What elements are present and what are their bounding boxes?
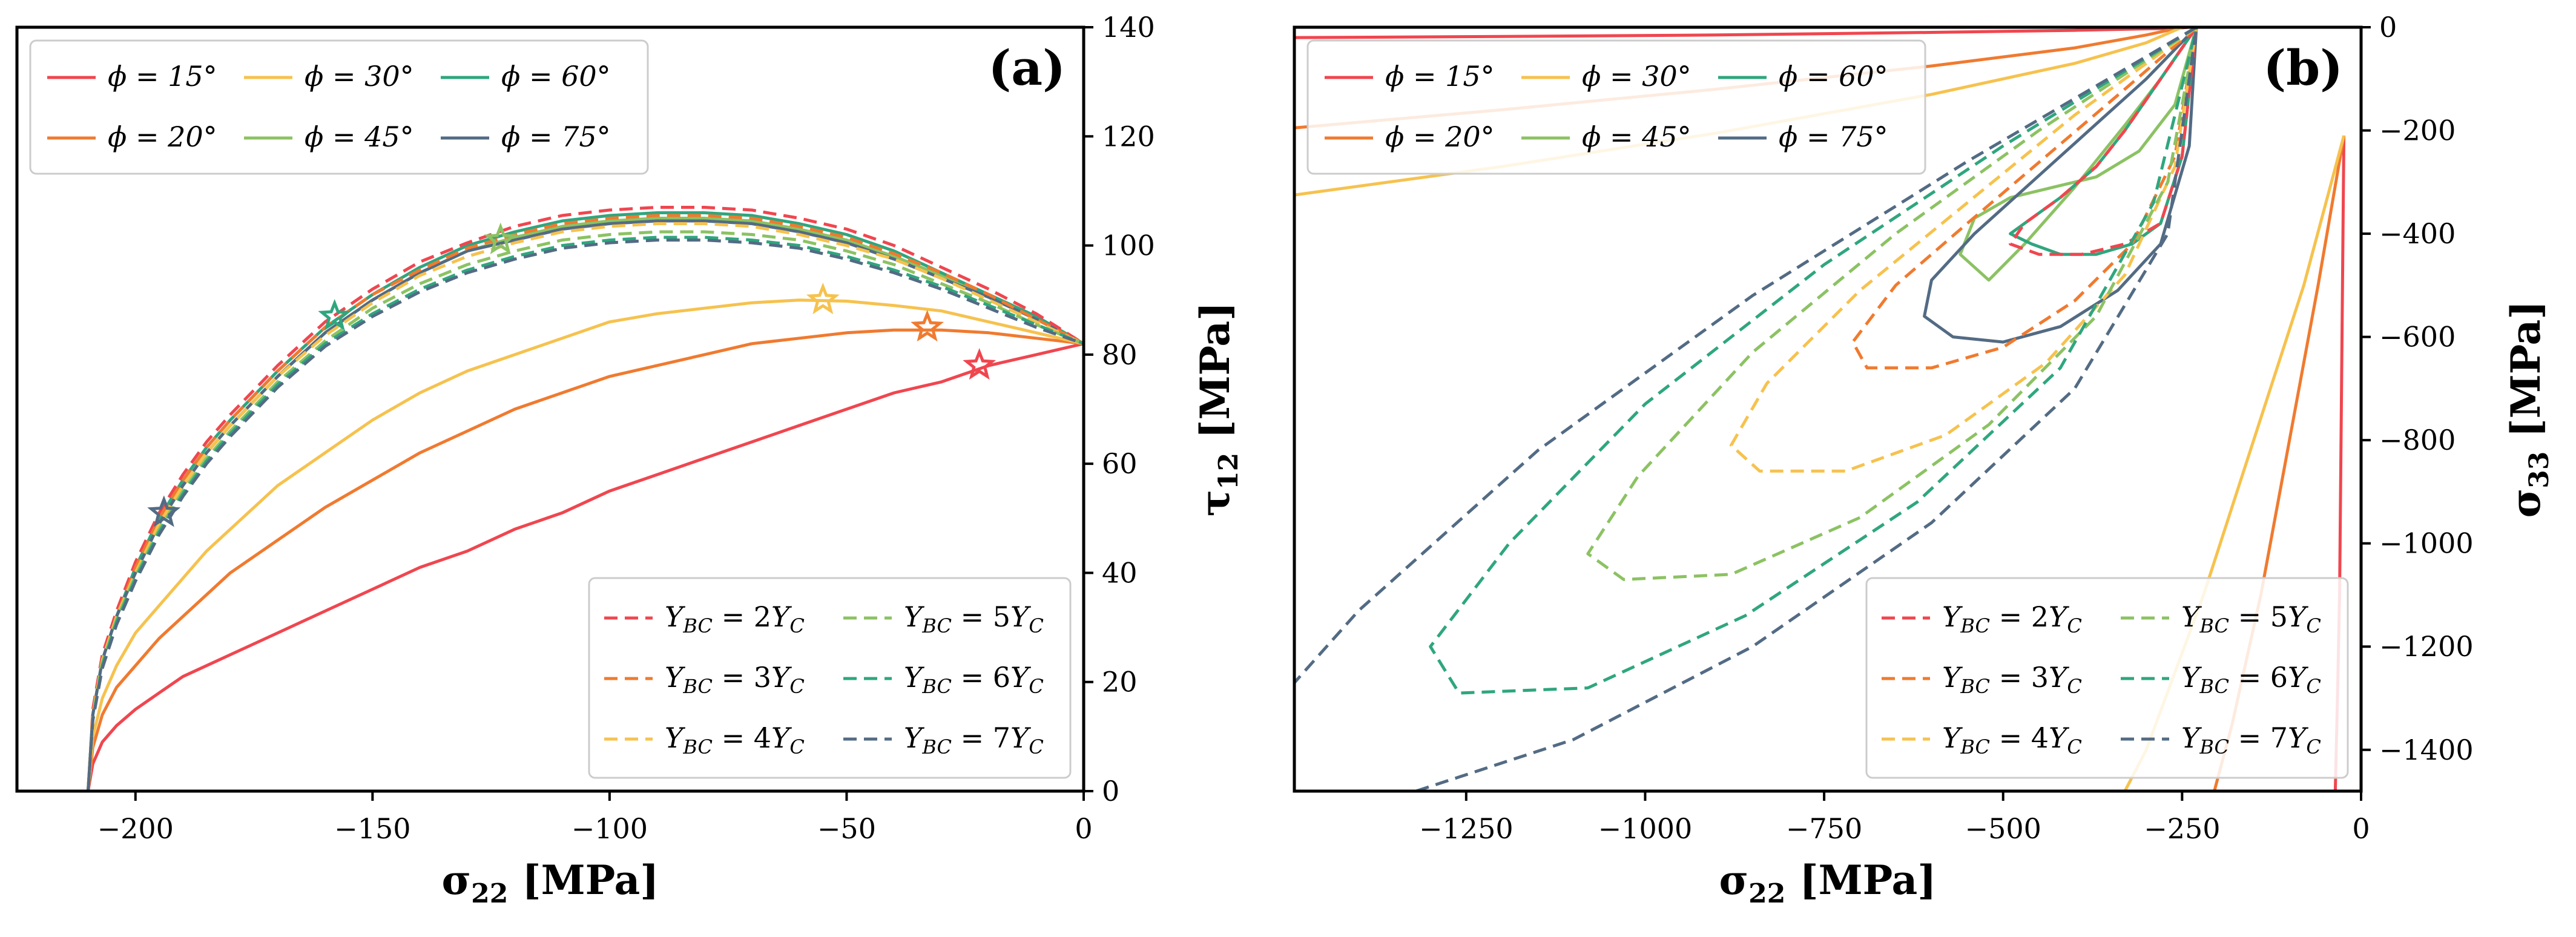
y-tick-label: 0 bbox=[2379, 11, 2397, 44]
panel-label: (a) bbox=[988, 39, 1066, 96]
legend-dashed-label: YBC​ = 6YC​ bbox=[904, 661, 1044, 698]
series-line-solid-c30-2 bbox=[87, 298, 1084, 791]
legend-solid: ϕ = 15° ϕ = 30° ϕ = 60° ϕ = 20° ϕ = 45° ϕ = 7… bbox=[1306, 39, 1926, 175]
star-marker-c75 bbox=[147, 495, 181, 527]
legend-solid-label: ϕ = 15° bbox=[1385, 60, 1495, 93]
legend-dashed-label: YBC​ = 3YC​ bbox=[1942, 661, 2082, 698]
legend-dashed-label: YBC​ = 4YC​ bbox=[665, 722, 805, 758]
series-line-dashed-c45-12 bbox=[1586, 27, 2198, 581]
y-tick-label: −400 bbox=[2379, 217, 2456, 250]
series-line-dashed-c75-15 bbox=[1415, 27, 2198, 791]
x-tick-label: −200 bbox=[97, 812, 174, 845]
plot-frame bbox=[15, 25, 1085, 793]
x-tick-label: 0 bbox=[2352, 812, 2370, 845]
series-line-dashed-c30-8 bbox=[87, 222, 1084, 791]
y-tick-label: 140 bbox=[1102, 11, 1155, 44]
x-tick-label: −50 bbox=[817, 812, 876, 845]
y-tick-label: −600 bbox=[2379, 321, 2456, 353]
y-tick-label: 0 bbox=[1102, 775, 1119, 807]
x-axis-label: σ22 [MPa] bbox=[1719, 856, 1936, 909]
legend-dashed-label: YBC​ = 5YC​ bbox=[2181, 600, 2321, 637]
legend-solid: ϕ = 15° ϕ = 30° ϕ = 60° ϕ = 20° ϕ = 45° ϕ = 7… bbox=[29, 39, 649, 175]
legend-solid-label: ϕ = 20° bbox=[108, 120, 217, 153]
y-tick-label: 100 bbox=[1102, 229, 1155, 262]
series-group bbox=[87, 206, 1084, 791]
y-tick-label: −200 bbox=[2379, 114, 2456, 147]
x-tick-label: −1000 bbox=[1598, 812, 1693, 845]
legend-solid-box bbox=[1306, 39, 1926, 175]
series-line-dashed-c20-7 bbox=[87, 214, 1084, 791]
x-tick-label: 0 bbox=[1075, 812, 1092, 845]
legend-solid-label: ϕ = 60° bbox=[1779, 60, 1888, 93]
x-tick-label: −1250 bbox=[1419, 812, 1514, 845]
legend-dashed-label: YBC​ = 5YC​ bbox=[904, 600, 1044, 637]
x-tick-label: −150 bbox=[334, 812, 410, 845]
panel-b: −1250 −1000 −750 −500 −250 0 0 −200 −400 −600 −800… bbox=[1293, 11, 2555, 909]
y-tick-label: −800 bbox=[2379, 424, 2456, 456]
legend-dashed-label: YBC​ = 2YC​ bbox=[1942, 600, 2082, 637]
legend-solid-label: ϕ = 75° bbox=[501, 120, 611, 153]
legend-solid-label: ϕ = 30° bbox=[1582, 60, 1692, 93]
legend-dashed: YBC​ = 2YC​ YBC​ = 5YC​ YBC​ = 3YC​ YBC​ = … bbox=[1865, 577, 2349, 779]
y-tick-label: 20 bbox=[1102, 666, 1138, 699]
legend-solid-label: ϕ = 30° bbox=[305, 60, 414, 93]
series-line-solid-c20-1 bbox=[87, 328, 1084, 791]
legend-solid-label: ϕ = 20° bbox=[1385, 120, 1495, 153]
star-marker-c30 bbox=[806, 282, 840, 315]
plot-frame bbox=[1293, 25, 2363, 793]
series-line-solid-c75-8 bbox=[1923, 27, 2198, 344]
y-tick-label: 60 bbox=[1102, 447, 1138, 480]
series-line-dashed-c45-9 bbox=[87, 230, 1084, 791]
series-line-dashed-c60-13 bbox=[1429, 27, 2198, 695]
legend-solid-label: ϕ = 75° bbox=[1779, 120, 1888, 153]
star-marker-c45 bbox=[484, 222, 518, 254]
y-tick-label: −1400 bbox=[2379, 734, 2474, 766]
y-tick-label: 80 bbox=[1102, 338, 1138, 371]
y-tick-label: 40 bbox=[1102, 556, 1138, 589]
star-marker-c60 bbox=[318, 298, 352, 331]
legend-dashed-label: YBC​ = 3YC​ bbox=[665, 661, 805, 698]
panel-label: (b) bbox=[2263, 39, 2343, 96]
series-line-solid-c15-0 bbox=[1294, 27, 2190, 39]
y-axis-label: τ12 [MPa] bbox=[1191, 302, 1244, 517]
panel-a: −200 −150 −100 −50 00 20 40 60 80 100 120 140 σ22 [M… bbox=[15, 11, 1244, 909]
y-tick-label: −1000 bbox=[2379, 527, 2474, 560]
legend-dashed-label: YBC​ = 2YC​ bbox=[665, 600, 805, 637]
star-marker-c15 bbox=[963, 348, 996, 380]
x-tick-label: −500 bbox=[1965, 812, 2041, 845]
x-axis-label: σ22 [MPa] bbox=[441, 856, 659, 909]
series-line-solid-c15-0 bbox=[87, 342, 1084, 791]
legend-solid-box bbox=[29, 39, 649, 175]
legend-dashed-box bbox=[588, 577, 1072, 779]
x-tick-label: −750 bbox=[1786, 812, 1862, 845]
legend-dashed-box bbox=[1865, 577, 2349, 779]
legend-dashed-label: YBC​ = 4YC​ bbox=[1942, 722, 2082, 758]
y-tick-label: −1200 bbox=[2379, 630, 2474, 663]
series-line-dashed-c15-9 bbox=[2009, 27, 2198, 256]
x-tick-label: −100 bbox=[572, 812, 648, 845]
legend-dashed: YBC​ = 2YC​ YBC​ = 5YC​ YBC​ = 3YC​ YBC​ = … bbox=[588, 577, 1072, 779]
legend-solid-label: ϕ = 45° bbox=[305, 120, 414, 153]
y-tick-label: 120 bbox=[1102, 120, 1155, 153]
x-tick-label: −250 bbox=[2144, 812, 2220, 845]
series-line-dashed-c30-11 bbox=[1729, 27, 2198, 473]
series-line-dashed-c20-10 bbox=[1851, 27, 2198, 370]
legend-solid-label: ϕ = 15° bbox=[108, 60, 217, 93]
legend-dashed-label: YBC​ = 7YC​ bbox=[2181, 722, 2321, 758]
y-axis-label: σ33 [MPa] bbox=[2502, 300, 2555, 518]
series-line-dashed-c75-14 bbox=[1294, 27, 2198, 684]
star-marker-c20 bbox=[911, 309, 944, 342]
series-line-solid-c45-6 bbox=[1958, 27, 2198, 282]
legend-solid-label: ϕ = 45° bbox=[1582, 120, 1692, 153]
series-line-dashed-c15-6 bbox=[87, 206, 1084, 791]
series-line-dashed-c75-11 bbox=[87, 238, 1084, 791]
legend-solid-label: ϕ = 60° bbox=[501, 60, 611, 93]
legend-dashed-label: YBC​ = 7YC​ bbox=[904, 722, 1044, 758]
legend-dashed-label: YBC​ = 6YC​ bbox=[2181, 661, 2321, 698]
